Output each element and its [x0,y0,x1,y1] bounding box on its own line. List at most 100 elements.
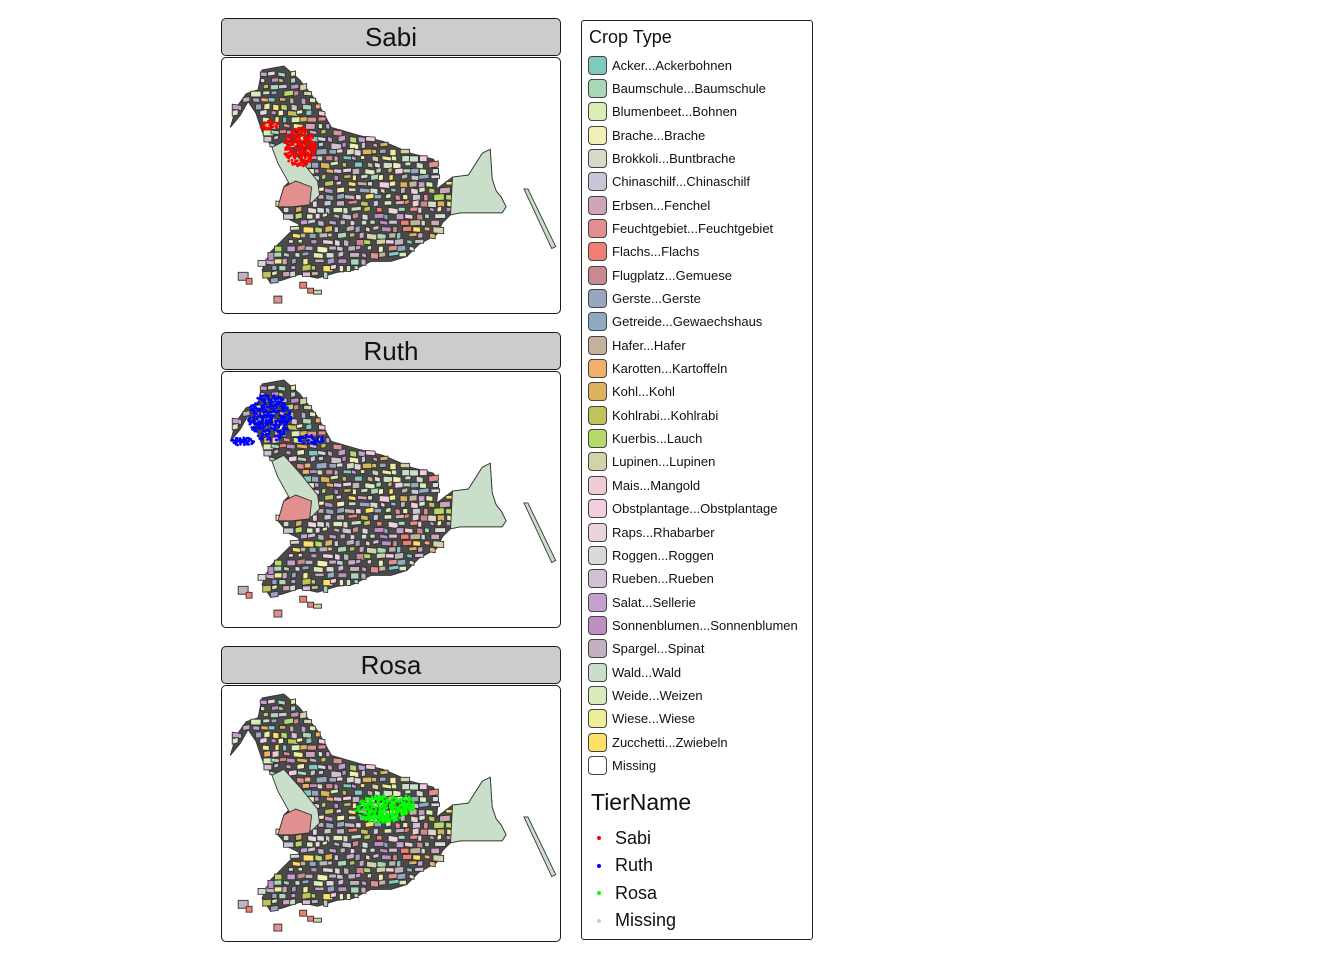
gps-point [312,144,315,148]
legend-swatch [588,359,607,379]
field-parcel [388,847,398,853]
field-parcel [286,559,296,567]
field-parcel [355,821,362,829]
gps-point [276,430,279,433]
field-parcel [372,770,378,777]
legend-label: Flugplatz...Gemuese [612,267,732,283]
gps-point [273,428,276,432]
field-parcel [273,886,283,893]
field-parcel [349,135,358,144]
legend-swatch [588,125,607,145]
gps-point [275,434,279,437]
gps-point [406,810,409,813]
gps-point [276,122,280,126]
field-parcel [353,161,363,168]
gps-point [274,402,277,406]
field-parcel [425,809,434,816]
gps-point [286,142,290,146]
field-parcel [364,506,375,515]
gps-point [286,146,289,150]
field-parcel [402,853,413,861]
gps-point [305,162,309,165]
field-parcel [345,892,352,901]
legend-swatch [588,335,607,355]
field-parcel [309,454,316,463]
tier-legend-dot [597,836,601,840]
field-parcel [282,116,288,124]
gps-point [263,430,267,433]
field-parcel [357,181,368,187]
field-parcel [231,417,242,426]
field-parcel [375,552,387,560]
gps-point [239,438,243,442]
legend-swatch [588,522,607,542]
legend: Crop Type Acker...Ackerbohnen Baumschule.… [581,20,813,940]
field-parcel [302,731,312,739]
field-parcel [390,469,398,476]
field-parcel [395,527,405,535]
field-parcel [402,539,413,547]
field-parcel [290,83,300,90]
field-parcel [414,238,425,245]
gps-point [294,159,297,162]
field-parcel [408,494,418,502]
map-canvas [229,693,557,932]
field-parcel [317,122,323,130]
gps-point [401,797,405,801]
field-parcel [408,783,419,791]
field-parcel [307,206,317,215]
gps-point [314,442,317,446]
gps-point [292,139,295,143]
field-parcel [342,481,352,488]
field-parcel [404,213,414,220]
field-parcel [314,212,321,220]
field-parcel [408,155,419,163]
field-parcel [302,899,311,906]
field-parcel [302,226,315,234]
field-parcel [339,533,346,540]
field-parcel [320,442,327,449]
field-parcel [294,565,301,572]
gps-point [258,437,261,440]
gps-point [365,801,369,805]
field-parcel [309,757,318,764]
field-parcel [403,826,410,834]
field-parcel [375,866,387,874]
legend-item: Zucchetti...Zwiebeln [588,731,728,753]
field-parcel [400,219,410,226]
gps-point [382,807,386,810]
field-parcel [353,264,359,271]
field-parcel [324,179,334,187]
field-parcel [361,251,367,259]
gps-point [385,801,389,804]
gps-point [392,796,396,800]
field-parcel [353,578,359,585]
field-parcel [398,251,407,258]
field-parcel [403,512,410,520]
legend-label: Baumschule...Baumschule [612,80,766,96]
field-parcel [365,854,371,861]
gps-point [300,147,304,151]
field-parcel [385,867,395,873]
field-parcel [263,135,273,143]
field-parcel [303,718,313,725]
field-parcel [321,840,328,846]
gps-point [381,797,384,801]
field-parcel [307,846,316,853]
field-parcel [436,833,442,841]
field-parcel [255,731,262,739]
field-parcel [385,239,395,245]
gps-point [393,805,397,808]
field-parcel [429,206,435,213]
legend-label: Missing [612,758,657,773]
field-parcel [436,519,442,527]
field-parcel [353,475,363,482]
legend-label: Sonnenblumen...Sonnenblumen [612,617,798,633]
field-parcel [361,148,374,156]
field-parcel [296,776,305,785]
field-parcel [417,520,423,528]
field-parcel [349,763,358,772]
gps-point [412,807,415,810]
field-parcel [325,783,334,790]
field-parcel [379,533,389,540]
